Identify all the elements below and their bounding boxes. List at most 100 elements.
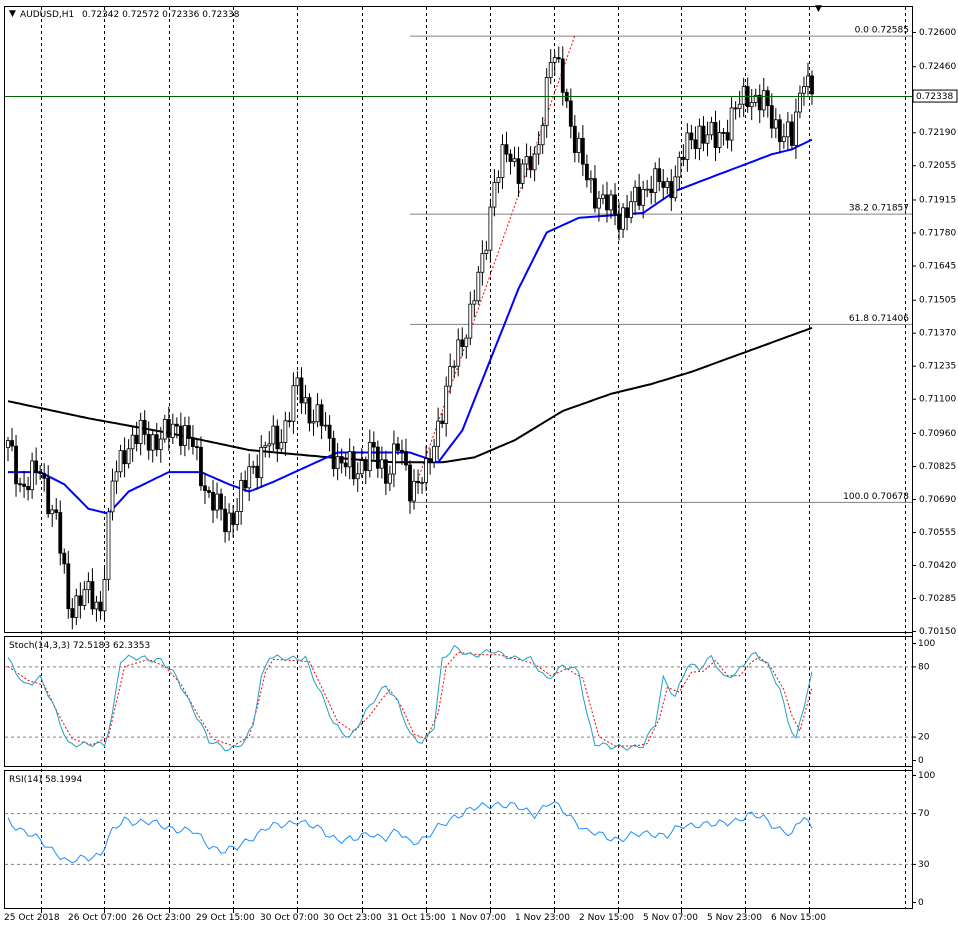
candle-body — [102, 579, 107, 612]
indicator-tick-label: 30 — [918, 860, 930, 870]
candle-body — [10, 440, 14, 447]
stoch-main-line — [7, 644, 813, 752]
candle-body — [339, 456, 344, 464]
candle-body — [484, 249, 489, 254]
price-tick-label: 0.71100 — [919, 395, 956, 405]
dropdown-triangle-icon[interactable]: ▼ — [9, 9, 16, 19]
candle-body — [82, 589, 87, 606]
candle-body — [247, 466, 252, 489]
time-tick-label: 26 Oct 23:00 — [132, 913, 191, 923]
candle-body — [524, 156, 529, 165]
candle-body — [512, 158, 517, 162]
price-tick-label: 0.71370 — [919, 329, 956, 339]
indicator-tick-label: 20 — [918, 733, 930, 743]
candle-body — [142, 419, 147, 435]
price-tick-label: 0.71780 — [919, 228, 956, 238]
candle-body — [609, 194, 613, 211]
candle-body — [472, 300, 477, 305]
candle-body — [307, 397, 312, 424]
stochastic-pane[interactable] — [4, 636, 913, 767]
indicator-tick-label: 100 — [918, 639, 935, 649]
indicator-tick-label: 0 — [918, 898, 924, 908]
candle-body — [90, 581, 95, 610]
candle-body — [637, 186, 642, 206]
ma-50-line — [8, 138, 813, 515]
candle-body — [709, 121, 714, 136]
candle-body — [279, 442, 284, 450]
candle-body — [174, 423, 179, 427]
candle-body — [753, 94, 758, 103]
time-axis: 25 Oct 2018 26 Oct 07:00 26 Oct 23:00 29 Oc… — [4, 909, 826, 923]
candle-body — [359, 460, 364, 475]
candle-body — [476, 271, 481, 302]
candle-body — [773, 119, 778, 129]
candle-body — [259, 446, 264, 479]
candle-body — [42, 473, 47, 479]
candle-body — [798, 92, 802, 113]
candle-body — [440, 420, 445, 424]
candle-body — [235, 511, 240, 525]
candle-body — [661, 181, 666, 188]
candle-body — [500, 144, 505, 178]
time-tick-label: 30 Oct 07:00 — [260, 913, 319, 923]
candle-body — [195, 446, 199, 448]
candle-body — [408, 464, 412, 502]
candle-body — [150, 434, 155, 451]
candle-body — [18, 483, 22, 486]
candle-body — [138, 419, 143, 444]
rsi-lines — [7, 801, 813, 864]
candle-body — [496, 177, 501, 183]
candle-body — [456, 339, 461, 367]
candle-body — [448, 366, 453, 387]
candle-body — [725, 132, 730, 141]
candle-body — [130, 434, 135, 450]
time-tick-label: 5 Nov 23:00 — [707, 913, 762, 923]
candle-body — [122, 450, 127, 465]
price-tick-label: 0.70420 — [919, 561, 956, 571]
candle-body — [283, 420, 288, 443]
ohlc-values: 0.72342 0.72572 0.72336 0.72338 — [82, 10, 240, 20]
candle-body — [30, 460, 35, 491]
candle-body — [14, 445, 18, 485]
candle-body — [669, 181, 674, 199]
candle-body — [556, 57, 561, 60]
candle-body — [347, 451, 352, 468]
candle-body — [387, 473, 392, 484]
candle-body — [717, 132, 722, 148]
candle-body — [520, 163, 525, 184]
candle-body — [199, 446, 203, 487]
candle-body — [480, 253, 485, 273]
candle-body — [251, 465, 256, 468]
candle-body — [223, 508, 227, 533]
rsi-line — [7, 801, 813, 864]
candle-body — [452, 365, 457, 368]
rsi-pane[interactable] — [4, 770, 913, 909]
price-tick-label: 0.70690 — [919, 495, 956, 505]
future-shift-marker-icon[interactable]: ▼ — [815, 4, 822, 14]
current-price-box — [912, 89, 958, 103]
fib-level-label: 100.0 0.70678 — [843, 492, 909, 502]
candle-body — [713, 121, 718, 148]
candle-body — [26, 485, 31, 491]
candle-body — [207, 490, 211, 493]
time-tick-label: 31 Oct 15:00 — [387, 913, 446, 923]
candle-body — [416, 480, 420, 484]
candle-body — [790, 121, 794, 146]
candle-body — [303, 397, 308, 404]
candle-body — [649, 188, 654, 193]
price-tick-label: 0.71505 — [919, 296, 956, 306]
candle-body — [319, 404, 324, 427]
candle-body — [584, 163, 589, 181]
candle-body — [516, 158, 521, 184]
price-pane[interactable] — [4, 6, 913, 633]
candle-body — [86, 581, 91, 591]
candle-body — [118, 450, 123, 473]
candle-body — [46, 477, 51, 515]
candle-body — [158, 438, 163, 450]
candle-body — [162, 419, 167, 440]
candle-body — [589, 178, 593, 181]
time-tick-label: 5 Nov 07:00 — [643, 913, 698, 923]
candle-body — [617, 213, 621, 230]
candle-body — [464, 337, 469, 348]
